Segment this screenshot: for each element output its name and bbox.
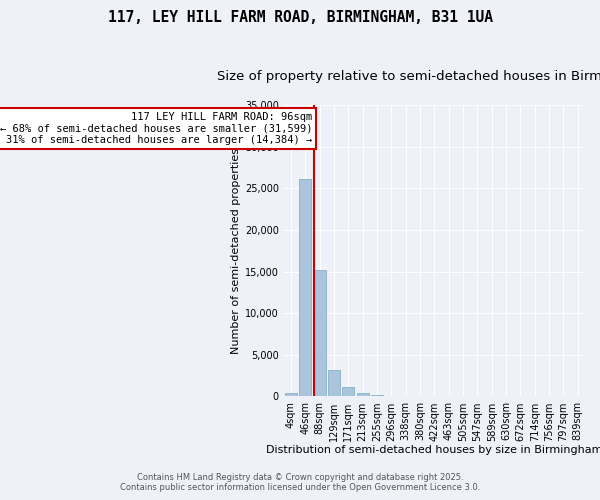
Y-axis label: Number of semi-detached properties: Number of semi-detached properties <box>231 148 241 354</box>
Bar <box>299 179 311 396</box>
Bar <box>342 388 355 396</box>
Text: 117 LEY HILL FARM ROAD: 96sqm
← 68% of semi-detached houses are smaller (31,599): 117 LEY HILL FARM ROAD: 96sqm ← 68% of s… <box>0 112 312 145</box>
Title: Size of property relative to semi-detached houses in Birmingham: Size of property relative to semi-detach… <box>217 70 600 83</box>
Bar <box>285 393 297 396</box>
Bar <box>314 270 326 396</box>
X-axis label: Distribution of semi-detached houses by size in Birmingham: Distribution of semi-detached houses by … <box>266 445 600 455</box>
Text: 117, LEY HILL FARM ROAD, BIRMINGHAM, B31 1UA: 117, LEY HILL FARM ROAD, BIRMINGHAM, B31… <box>107 10 493 25</box>
Bar <box>356 394 369 396</box>
Bar <box>371 395 383 396</box>
Text: Contains HM Land Registry data © Crown copyright and database right 2025.
Contai: Contains HM Land Registry data © Crown c… <box>120 473 480 492</box>
Bar <box>328 370 340 396</box>
